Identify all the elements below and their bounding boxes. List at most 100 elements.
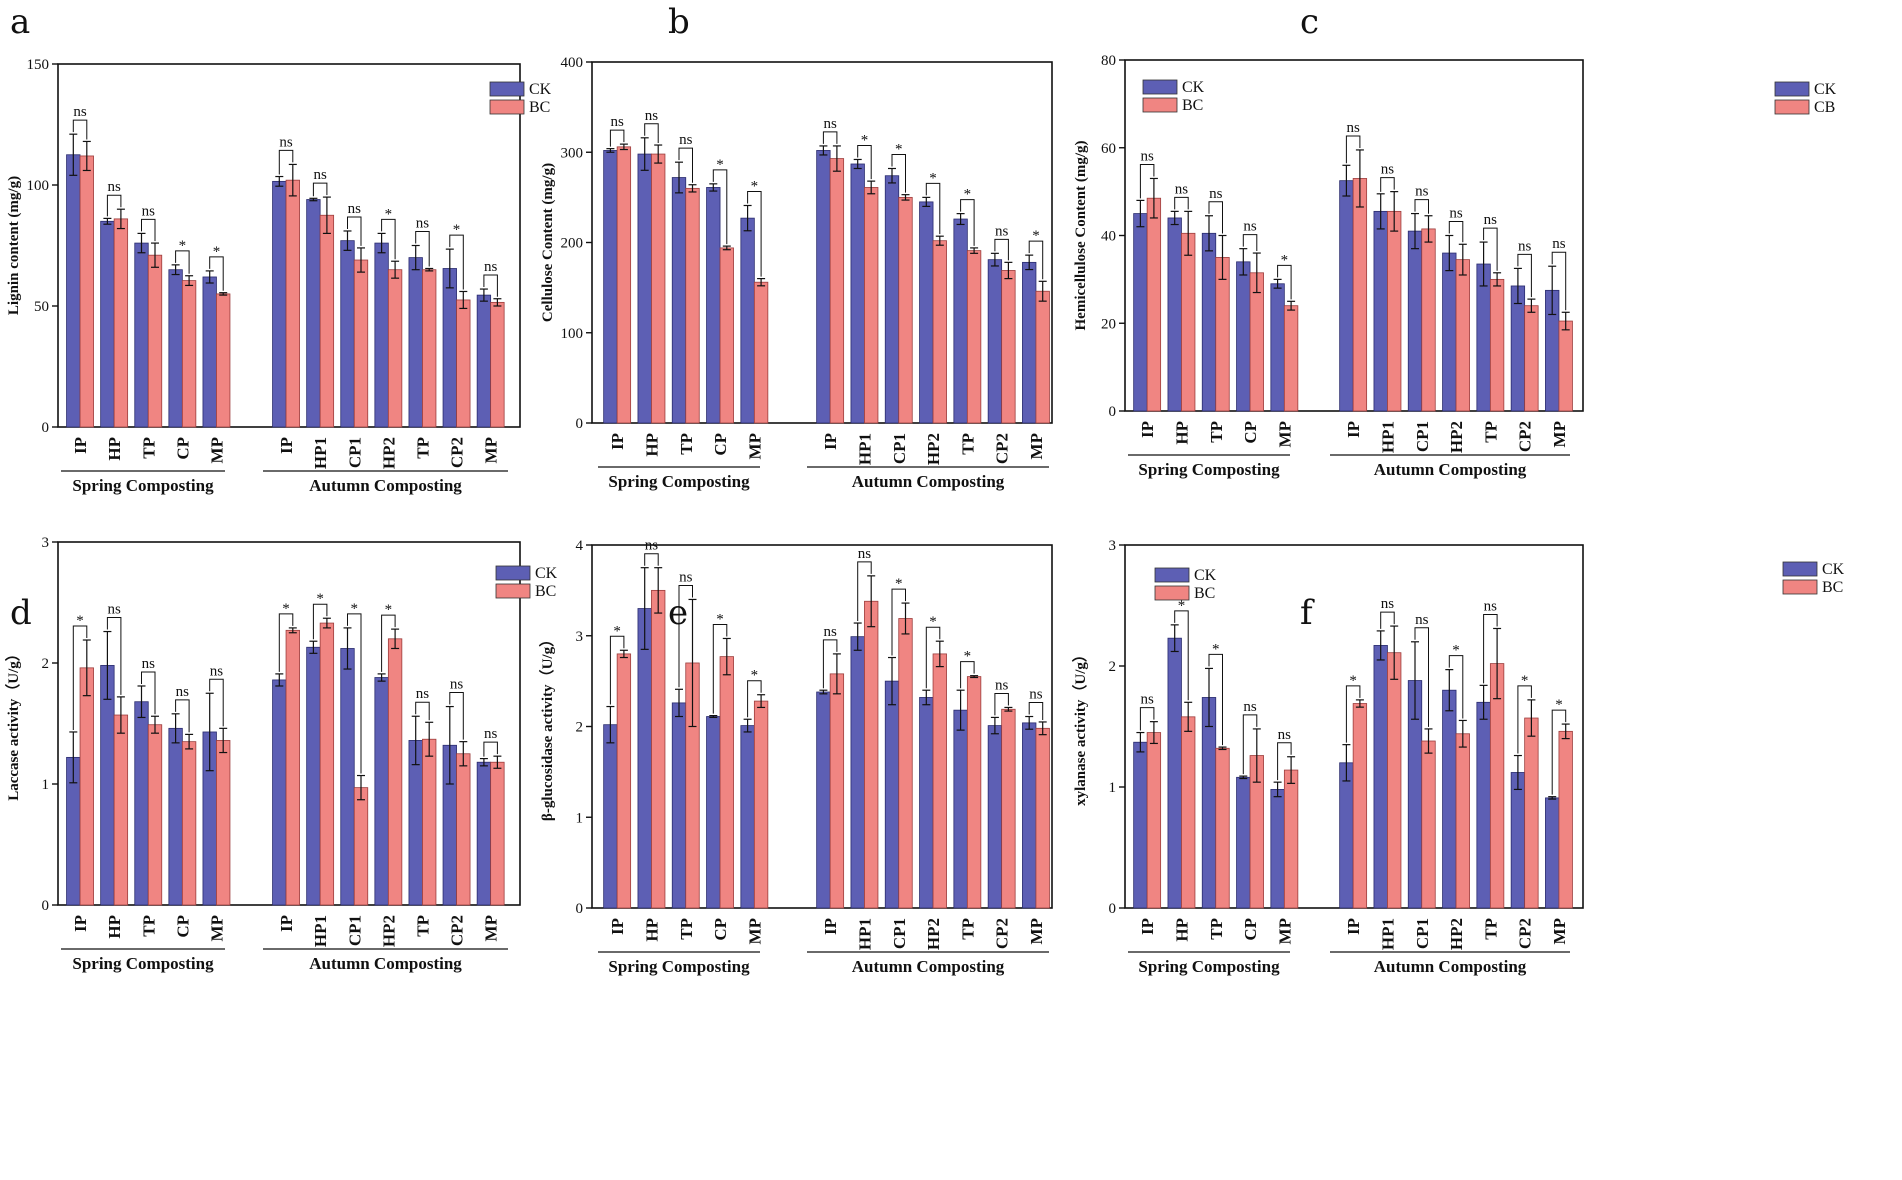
significance-bracket xyxy=(278,149,294,175)
significance-bracket xyxy=(994,692,1009,716)
significance-label: ns xyxy=(1552,236,1566,252)
significance-bracket xyxy=(925,182,941,235)
bar-ck xyxy=(816,150,831,424)
y-axis-label: Hemicellulose Content (mg/g) xyxy=(1073,141,1089,331)
significance-bracket xyxy=(449,692,464,740)
bar-bc xyxy=(719,247,734,424)
bar-bc xyxy=(319,214,335,428)
y-axis-label: xylanase activity（U/g） xyxy=(1071,647,1089,806)
y-tick-label: 60 xyxy=(1101,141,1116,157)
significance-label: ns xyxy=(995,677,1009,693)
bar-ck xyxy=(1022,261,1037,424)
significance-label: ns xyxy=(176,684,190,700)
bar-ck xyxy=(66,154,81,428)
significance-label: ns xyxy=(1140,148,1154,164)
category-label: IP xyxy=(1138,918,1157,935)
bar-ck xyxy=(706,716,721,909)
bar-bc xyxy=(216,293,231,428)
significance-bracket xyxy=(747,680,762,718)
significance-bracket xyxy=(1277,742,1292,781)
group-spring: * IP ns HP ns TP * CP * MP Spring Composting xyxy=(598,538,769,976)
panel-label: a xyxy=(10,2,30,42)
bar-bc xyxy=(1001,708,1016,909)
bar-bc xyxy=(456,753,471,906)
category-label: CP1 xyxy=(1413,918,1432,949)
category-label: CP xyxy=(173,915,192,938)
group-autumn: ns IP * HP1 * CP1 * HP2 * TP ns CP2 * MP Autumn Compos… xyxy=(807,116,1050,491)
significance-label: ns xyxy=(1140,692,1154,708)
bar-bc xyxy=(966,676,982,909)
bar-ck xyxy=(953,218,968,424)
bar-bc xyxy=(1421,740,1436,909)
significance-bracket xyxy=(712,623,728,714)
bar-ck xyxy=(1133,741,1148,909)
legend-swatch-bc xyxy=(1774,99,1810,115)
significance-label: * xyxy=(1281,252,1289,268)
bar-ck xyxy=(306,199,321,428)
category-label: CP xyxy=(711,433,730,456)
significance-bracket xyxy=(1551,709,1567,795)
significance-bracket xyxy=(72,625,88,730)
significance-bracket xyxy=(609,635,625,705)
category-label: TP xyxy=(413,437,432,459)
significance-label: ns xyxy=(1484,212,1498,228)
significance-bracket xyxy=(415,231,430,267)
y-tick-label: 200 xyxy=(561,236,584,252)
significance-bracket xyxy=(644,123,659,144)
significance-label: ns xyxy=(645,108,659,124)
category-label: HP2 xyxy=(924,433,943,465)
group-label: Autumn Composting xyxy=(309,954,462,973)
legend-label-bc: BC xyxy=(1822,579,1843,596)
significance-bracket xyxy=(1517,685,1532,754)
significance-bracket xyxy=(1551,251,1567,311)
bar-bc xyxy=(932,653,947,909)
category-label: CP xyxy=(1241,918,1260,941)
bar-bc xyxy=(616,653,632,909)
significance-bracket xyxy=(822,639,838,689)
y-tick-label: 1 xyxy=(576,810,584,826)
bar-bc xyxy=(353,259,369,428)
significance-label: * xyxy=(1349,673,1357,689)
panel-label: f xyxy=(1300,593,1315,633)
bar-ck xyxy=(1201,697,1217,909)
bar-ck xyxy=(100,220,115,428)
significance-bracket xyxy=(381,614,396,672)
bar-ck xyxy=(1201,232,1217,412)
category-label: HP2 xyxy=(1447,918,1466,950)
significance-bracket xyxy=(1414,199,1429,214)
group-spring: ns IP ns HP ns TP * CP * MP Spring Composting xyxy=(598,108,769,491)
category-label: HP1 xyxy=(311,915,330,947)
group-autumn: ns IP ns HP1 * CP1 * HP2 * TP ns CP2 ns MP Autumn Comp… xyxy=(807,546,1050,976)
significance-label: ns xyxy=(1415,184,1429,200)
significance-bracket xyxy=(857,561,872,622)
significance-bracket xyxy=(822,131,838,144)
bar-ck xyxy=(919,201,934,424)
significance-bracket xyxy=(72,119,88,140)
bar-ck xyxy=(953,709,968,909)
significance-bracket xyxy=(891,588,906,656)
category-label: MP xyxy=(1027,433,1046,459)
bar-bc xyxy=(285,629,300,906)
bar-bc xyxy=(753,281,769,424)
bar-bc xyxy=(1489,663,1505,909)
significance-bracket xyxy=(960,661,975,689)
y-tick-label: 3 xyxy=(1109,538,1117,554)
bar-bc xyxy=(651,589,666,909)
significance-label: * xyxy=(76,613,84,629)
bar-ck xyxy=(134,242,149,428)
bar-bc xyxy=(864,600,879,909)
bar-bc xyxy=(1215,747,1230,909)
bar-bc xyxy=(113,218,129,428)
significance-bracket xyxy=(175,250,190,274)
bar-bc xyxy=(147,724,163,906)
bar-bc xyxy=(1524,717,1539,909)
significance-bracket xyxy=(278,613,294,672)
bar-bc xyxy=(490,301,505,428)
y-tick-label: 2 xyxy=(576,720,584,736)
group-label: Autumn Composting xyxy=(309,476,462,495)
legend-swatch-bc xyxy=(1154,585,1190,601)
category-label: TP xyxy=(958,433,977,455)
significance-label: ns xyxy=(1243,219,1257,235)
